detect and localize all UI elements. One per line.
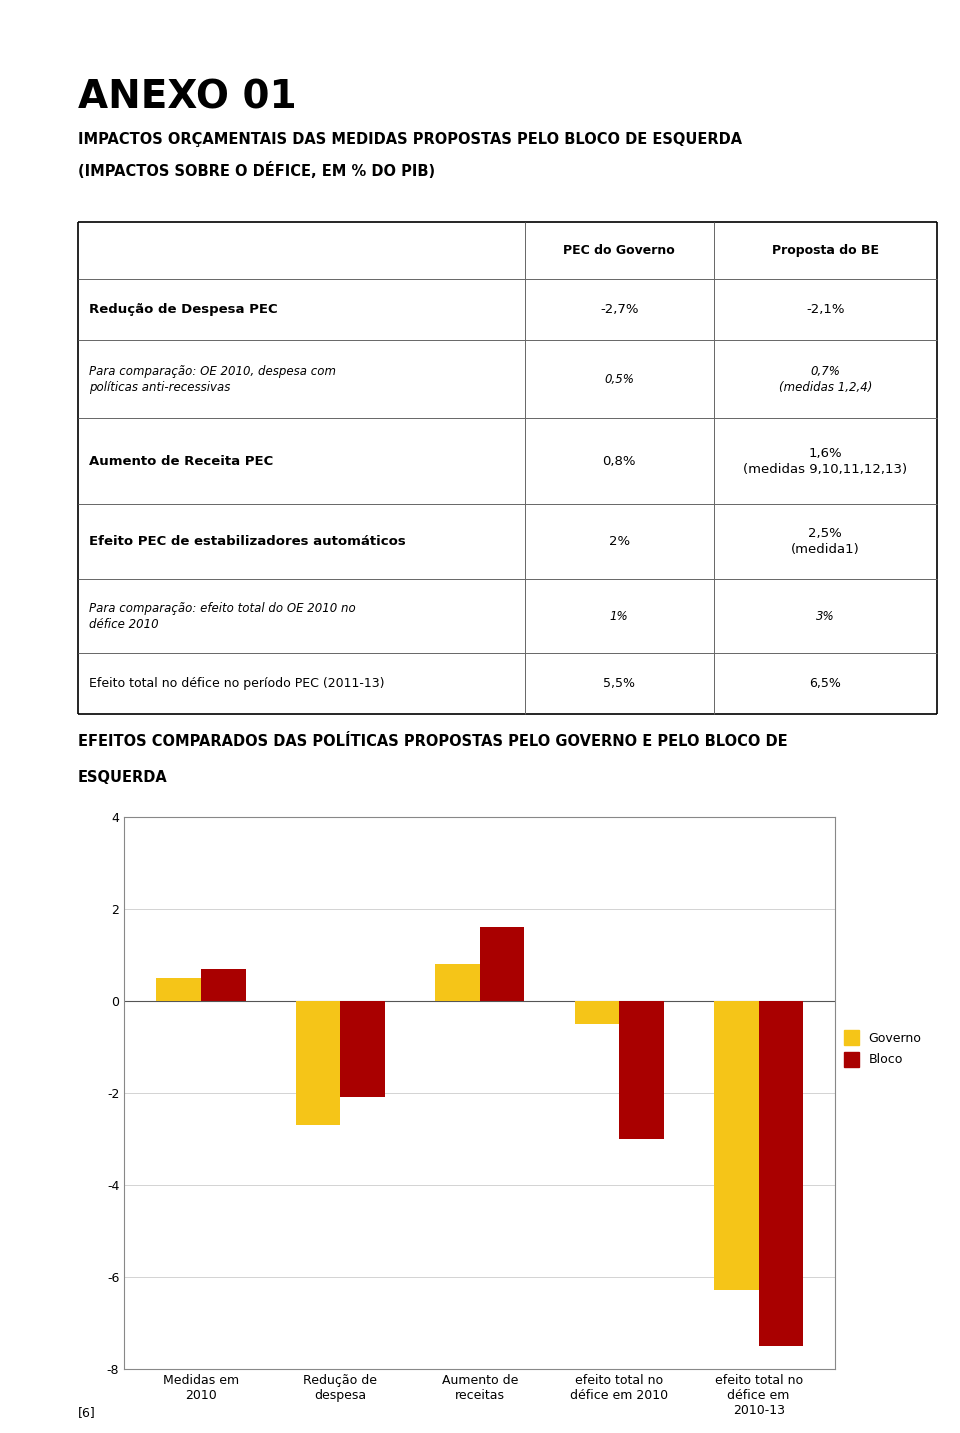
Text: 1%: 1%	[610, 609, 629, 623]
Bar	[758, 1000, 804, 1346]
Text: 3%: 3%	[816, 609, 834, 623]
Text: (IMPACTOS SOBRE O DÉFICE, EM % DO PIB): (IMPACTOS SOBRE O DÉFICE, EM % DO PIB)	[78, 162, 435, 179]
Text: 0,5%: 0,5%	[604, 373, 634, 385]
Bar	[575, 1000, 619, 1023]
Text: IMPACTOS ORÇAMENTAIS DAS MEDIDAS PROPOSTAS PELO BLOCO DE ESQUERDA: IMPACTOS ORÇAMENTAIS DAS MEDIDAS PROPOST…	[78, 132, 742, 146]
Text: -2,7%: -2,7%	[600, 302, 638, 317]
Text: ANEXO 01: ANEXO 01	[78, 79, 297, 118]
Text: 0,8%: 0,8%	[602, 454, 636, 469]
Text: 15 MEDIDAS IMEDIATAS PARA UMA ECONOMIA DECENTE: 15 MEDIDAS IMEDIATAS PARA UMA ECONOMIA D…	[13, 590, 23, 843]
Text: 6,5%: 6,5%	[809, 676, 841, 691]
Bar	[341, 1000, 385, 1098]
Text: ESQUERDA: ESQUERDA	[78, 770, 168, 784]
Text: Proposta do BE: Proposta do BE	[772, 244, 878, 258]
Bar	[619, 1000, 663, 1139]
Bar	[296, 1000, 341, 1125]
Text: EFEITOS COMPARADOS DAS POLÍTICAS PROPOSTAS PELO GOVERNO E PELO BLOCO DE: EFEITOS COMPARADOS DAS POLÍTICAS PROPOST…	[78, 734, 787, 748]
Text: Aumento de Receita PEC: Aumento de Receita PEC	[89, 454, 274, 469]
Text: PEC do Governo: PEC do Governo	[564, 244, 675, 258]
Text: Efeito PEC de estabilizadores automáticos: Efeito PEC de estabilizadores automático…	[89, 535, 406, 549]
Bar	[480, 927, 524, 1000]
Text: Para comparação: OE 2010, despesa com
políticas anti-recessivas: Para comparação: OE 2010, despesa com po…	[89, 364, 336, 394]
Text: Efeito total no défice no período PEC (2011-13): Efeito total no défice no período PEC (2…	[89, 676, 385, 691]
Text: 2,5%
(medida1): 2,5% (medida1)	[791, 527, 859, 556]
Bar	[156, 977, 201, 1000]
Legend: Governo, Bloco: Governo, Bloco	[844, 1030, 922, 1068]
Text: -2,1%: -2,1%	[806, 302, 845, 317]
Text: 5,5%: 5,5%	[603, 676, 636, 691]
Text: [6]: [6]	[78, 1406, 96, 1419]
Text: Para comparação: efeito total do OE 2010 no
défice 2010: Para comparação: efeito total do OE 2010…	[89, 602, 356, 631]
Text: 1,6%
(medidas 9,10,11,12,13): 1,6% (medidas 9,10,11,12,13)	[743, 447, 907, 476]
Bar	[201, 969, 246, 1000]
Text: 2%: 2%	[609, 535, 630, 549]
Text: ✦: ✦	[10, 334, 27, 354]
Bar	[435, 964, 480, 1000]
Text: Redução de Despesa PEC: Redução de Despesa PEC	[89, 302, 277, 317]
Bar	[714, 1000, 758, 1290]
Text: 0,7%
(medidas 1,2,4): 0,7% (medidas 1,2,4)	[779, 364, 872, 394]
